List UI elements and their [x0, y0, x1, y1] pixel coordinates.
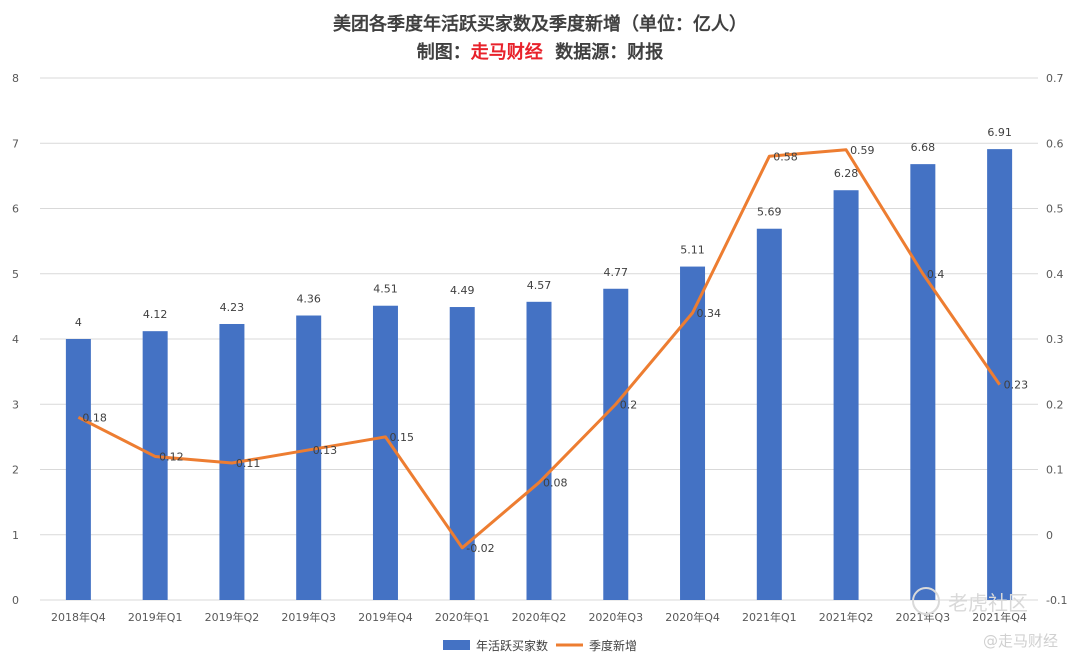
y-left-tick-label: 5	[12, 268, 19, 281]
line-data-label: 0.34	[697, 307, 722, 320]
legend-bar-swatch	[443, 640, 470, 650]
bar	[910, 164, 936, 600]
y-left-tick-label: 3	[12, 398, 19, 411]
bar	[526, 301, 552, 600]
line-data-label: 0.2	[620, 398, 638, 411]
bar-data-label: 4.57	[527, 279, 552, 292]
bar-data-label: 4.51	[373, 283, 398, 296]
x-tick-label: 2019年Q1	[128, 610, 183, 624]
bar-data-label: 4	[75, 316, 82, 329]
bar-data-label: 4.77	[604, 266, 629, 279]
y-left-tick-label: 2	[12, 464, 19, 477]
x-tick-label: 2021年Q3	[896, 610, 951, 624]
bar-data-label: 6.91	[987, 126, 1012, 139]
bar-data-label: 6.28	[834, 167, 859, 180]
y-left-tick-label: 6	[12, 203, 19, 216]
y-right-tick-label: 0.6	[1046, 137, 1064, 150]
x-tick-label: 2020年Q3	[588, 610, 643, 624]
line-data-label: -0.02	[466, 542, 494, 555]
watermark-author: @走马财经	[983, 632, 1058, 650]
y-left-tick-label: 1	[12, 529, 19, 542]
line-data-label: 0.12	[159, 450, 184, 463]
line-data-label: 0.4	[927, 268, 945, 281]
line-data-label: 0.13	[313, 444, 338, 457]
bar	[833, 190, 859, 601]
bar-data-label: 4.12	[143, 308, 168, 321]
x-tick-label: 2020年Q1	[435, 610, 490, 624]
subtitle-brand: 走马财经	[470, 42, 543, 63]
y-right-tick-label: 0.1	[1046, 464, 1064, 477]
x-tick-label: 2019年Q2	[205, 610, 260, 624]
bar-data-label: 6.68	[911, 141, 936, 154]
y-left-tick-label: 4	[12, 333, 19, 346]
bar-data-label: 5.11	[680, 244, 705, 257]
bar	[449, 307, 475, 600]
legend-bar-label: 年活跃买家数	[476, 638, 548, 653]
bar-data-label: 5.69	[757, 206, 782, 219]
line-data-label: 0.18	[82, 411, 107, 424]
subtitle-prefix: 制图：	[416, 42, 471, 63]
y-left-tick-label: 0	[12, 594, 19, 607]
y-right-tick-label: -0.1	[1046, 594, 1067, 607]
x-tick-label: 2021年Q2	[819, 610, 874, 624]
x-tick-label: 2020年Q2	[512, 610, 567, 624]
line-data-label: 0.59	[850, 144, 875, 157]
x-tick-label: 2019年Q3	[281, 610, 336, 624]
bar-data-label: 4.23	[220, 301, 245, 314]
watermark-community: 老虎社区	[948, 591, 1028, 615]
line-series	[77, 148, 1001, 550]
x-tick-label: 2021年Q1	[742, 610, 797, 624]
line-data-label: 0.58	[773, 150, 798, 163]
line-data-label: 0.11	[236, 457, 261, 470]
y-right-tick-label: 0.5	[1046, 203, 1064, 216]
x-tick-label: 2018年Q4	[51, 610, 106, 624]
bar	[372, 305, 398, 600]
y-right-tick-label: 0.7	[1046, 72, 1064, 85]
y-right-tick-label: 0	[1046, 529, 1053, 542]
line-data-label: 0.15	[389, 431, 414, 444]
bar-data-label: 4.36	[296, 293, 321, 306]
chart-subtitle: 制图：走马财经 数据源：财报	[0, 38, 1080, 64]
chart-title: 美团各季度年活跃买家数及季度新增（单位：亿人）	[333, 14, 747, 35]
watermark-logo-icon	[912, 587, 940, 615]
bar	[756, 228, 782, 601]
line-data-label: 0.23	[1004, 379, 1029, 392]
y-right-tick-label: 0.4	[1046, 268, 1064, 281]
bar	[142, 331, 168, 600]
line-data-label: 0.08	[543, 477, 568, 490]
subtitle-source: 数据源：财报	[555, 42, 664, 63]
bar	[603, 288, 629, 600]
bar	[296, 315, 322, 600]
x-tick-label: 2021年Q4	[972, 610, 1027, 624]
bar	[65, 339, 91, 600]
y-left-tick-label: 7	[12, 137, 19, 150]
y-right-tick-label: 0.2	[1046, 398, 1064, 411]
y-left-tick-label: 8	[12, 72, 19, 85]
bar-data-label: 4.49	[450, 284, 475, 297]
y-right-tick-label: 0.3	[1046, 333, 1064, 346]
legend-line-label: 季度新增	[589, 638, 637, 653]
x-tick-label: 2019年Q4	[358, 610, 413, 624]
x-tick-label: 2020年Q4	[665, 610, 720, 624]
